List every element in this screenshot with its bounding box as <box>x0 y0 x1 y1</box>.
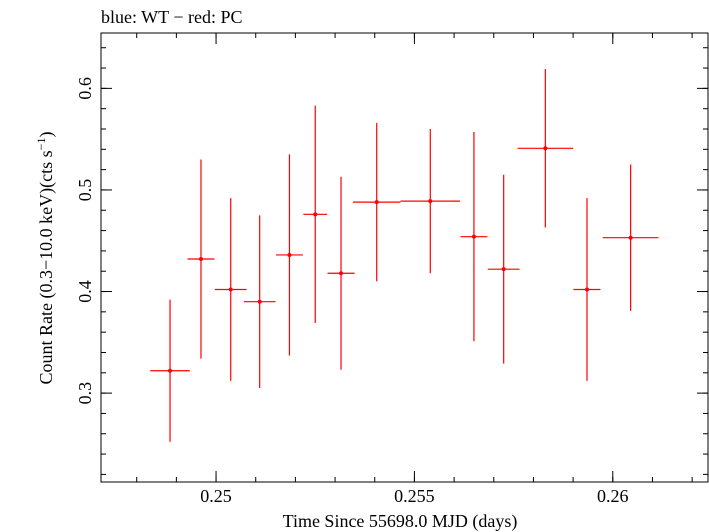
x-tick-label: 0.255 <box>394 486 435 506</box>
data-marker <box>168 368 173 373</box>
x-tick-labels: 0.25 0.255 0.26 <box>200 486 628 506</box>
y-axis-label-close: ) <box>36 132 57 138</box>
x-axis-label: Time Since 55698.0 MJD (days) <box>283 511 518 532</box>
data-point <box>303 105 328 324</box>
data-marker <box>257 299 262 304</box>
data-point <box>602 164 659 311</box>
data-point <box>327 176 355 370</box>
plot-frame <box>100 32 709 483</box>
data-marker <box>287 252 292 257</box>
x-tick-label: 0.26 <box>597 486 629 506</box>
data-point <box>517 69 574 228</box>
data-marker <box>471 234 476 239</box>
data-marker <box>198 257 203 262</box>
y-axis-label-main: Count Rate (0.3−10.0 keV)(cts s <box>36 150 57 384</box>
data-marker <box>543 146 548 151</box>
data-point <box>400 128 461 274</box>
x-tick-label: 0.25 <box>200 486 232 506</box>
data-marker <box>428 199 433 204</box>
data-point <box>352 122 401 282</box>
y-tick-label: 0.4 <box>75 280 95 303</box>
data-point <box>243 215 276 389</box>
y-tick-labels: 0.3 0.4 0.5 0.6 <box>75 77 95 404</box>
data-marker <box>628 235 633 240</box>
data-point <box>214 198 247 381</box>
data-marker <box>374 200 379 205</box>
data-marker <box>313 212 318 217</box>
data-point <box>150 299 190 442</box>
data-point <box>275 154 303 356</box>
y-tick-label: 0.3 <box>75 382 95 405</box>
axis-ticks <box>101 33 708 482</box>
data-marker <box>584 287 589 292</box>
y-axis-label: Count Rate (0.3−10.0 keV)(cts s−1) <box>34 132 57 385</box>
chart-title: blue: WT − red: PC <box>101 7 242 27</box>
data-points <box>150 69 659 442</box>
data-marker <box>228 287 233 292</box>
data-marker <box>501 267 506 272</box>
y-tick-label: 0.5 <box>75 179 95 202</box>
data-point <box>573 198 601 381</box>
data-point <box>487 174 520 364</box>
data-point <box>187 159 215 359</box>
y-tick-label: 0.6 <box>75 77 95 100</box>
data-point <box>460 132 488 342</box>
data-marker <box>339 271 344 276</box>
y-axis-label-superscript: −1 <box>34 138 48 151</box>
